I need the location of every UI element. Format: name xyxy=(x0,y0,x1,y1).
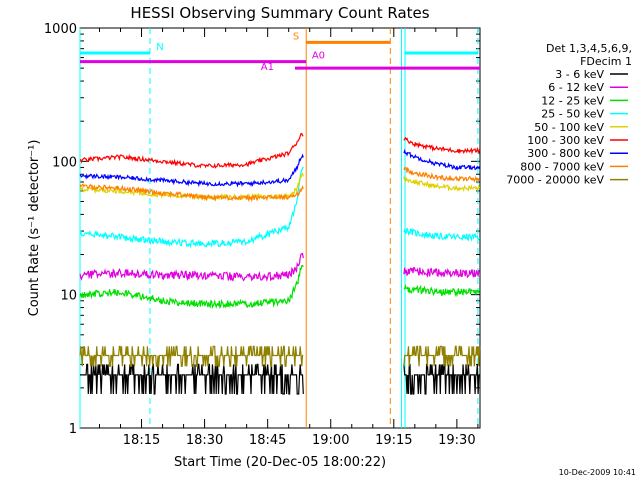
state-bar-label: N xyxy=(156,42,163,53)
series-line xyxy=(79,132,304,169)
y-tick-label: 1 xyxy=(69,422,77,437)
legend-label: 25 - 50 keV xyxy=(541,108,604,121)
x-tick-label: 19:15 xyxy=(375,433,412,448)
legend-label: 6 - 12 keV xyxy=(548,81,604,94)
legend-label: 7000 - 20000 keV xyxy=(506,174,604,187)
chart-title: HESSI Observing Summary Count Rates xyxy=(130,4,429,22)
y-axis-label: Count Rate (s⁻¹ detector⁻¹) xyxy=(27,140,42,317)
y-tick-label: 1000 xyxy=(44,22,77,37)
series-line xyxy=(403,345,481,367)
axis-ticks: 18:15 18:30 18:45 19:00 19:15 19:30 1 10 100 1000 xyxy=(44,22,480,448)
legend-label: 12 - 25 keV xyxy=(541,94,604,107)
state-bars: N S A0 A1 xyxy=(80,31,480,73)
legend-label: 50 - 100 keV xyxy=(534,121,604,134)
series-line xyxy=(403,148,481,171)
series-line xyxy=(79,345,304,367)
y-tick-label: 100 xyxy=(52,155,77,170)
series-line xyxy=(79,252,304,283)
x-tick-label: 18:15 xyxy=(123,433,160,448)
x-tick-label: 19:00 xyxy=(312,433,349,448)
series-line xyxy=(79,153,304,188)
legend-header: FDecim 1 xyxy=(580,55,632,68)
x-axis-label: Start Time (20-Dec-05 18:00:22) xyxy=(174,455,386,470)
series-line xyxy=(403,227,481,242)
series-line xyxy=(403,136,481,155)
legend-header: Det 1,3,4,5,6,9, xyxy=(546,42,632,55)
state-bar-label: A1 xyxy=(261,62,274,73)
legend-label: 100 - 300 keV xyxy=(527,134,604,147)
legend-label: 300 - 800 keV xyxy=(527,147,604,160)
series-line xyxy=(80,363,304,395)
x-tick-label: 19:30 xyxy=(438,433,475,448)
x-tick-label: 18:30 xyxy=(186,433,223,448)
state-bar-label: A0 xyxy=(312,51,325,62)
series-line xyxy=(403,266,480,279)
series-line xyxy=(79,183,304,203)
state-bar-label: S xyxy=(293,31,299,42)
series-line xyxy=(403,176,481,193)
series-line xyxy=(403,283,481,298)
series-line xyxy=(403,363,480,395)
footer-timestamp: 10-Dec-2009 10:41 xyxy=(559,468,636,477)
legend-label: 800 - 7000 keV xyxy=(520,160,604,173)
y-tick-label: 10 xyxy=(60,289,77,304)
legend-label: 3 - 6 keV xyxy=(555,68,604,81)
series-line xyxy=(79,264,304,310)
series-lines xyxy=(79,132,481,395)
series-line xyxy=(79,166,304,249)
x-tick-label: 18:45 xyxy=(249,433,286,448)
series-line xyxy=(403,166,481,183)
